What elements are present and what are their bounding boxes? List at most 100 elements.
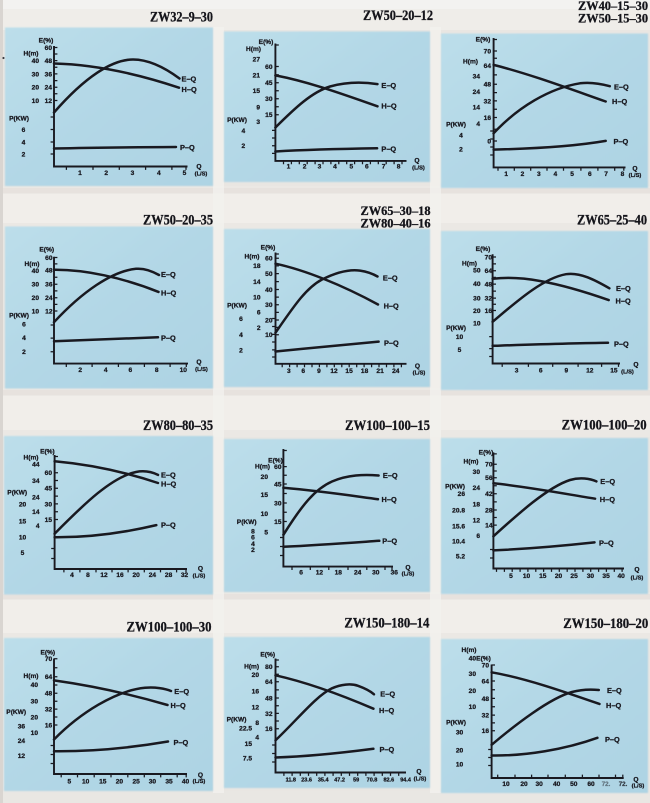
svg-text:11.8: 11.8 [286,778,296,784]
svg-text:3: 3 [131,170,135,177]
svg-text:44: 44 [32,462,40,469]
svg-text:20: 20 [19,501,27,508]
svg-text:2: 2 [241,143,245,150]
svg-text:15: 15 [274,519,282,526]
svg-text:60: 60 [45,255,53,262]
svg-text:22.5: 22.5 [239,726,252,733]
svg-text:2: 2 [22,349,26,356]
svg-text:48: 48 [45,268,53,275]
svg-text:20.8: 20.8 [452,508,465,515]
svg-text:ZW150–180–14: ZW150–180–14 [344,616,429,632]
svg-text:16: 16 [45,722,53,729]
svg-text:H–Q: H–Q [381,102,396,111]
svg-text:64: 64 [45,674,53,681]
svg-text:E(%): E(%) [260,651,275,658]
svg-text:P(KW): P(KW) [446,719,466,726]
svg-text:6: 6 [128,367,132,374]
svg-text:P(KW): P(KW) [7,489,27,496]
svg-text:24: 24 [392,368,400,375]
svg-text:24: 24 [354,570,362,577]
svg-text:5: 5 [21,550,25,557]
svg-text:15: 15 [261,492,269,499]
svg-text:E–Q: E–Q [600,477,615,486]
svg-text:H(m): H(m) [246,46,261,53]
svg-text:15: 15 [265,112,273,119]
svg-text:15: 15 [45,517,53,524]
svg-text:70: 70 [484,48,492,55]
svg-text:60: 60 [265,64,273,71]
svg-text:60: 60 [45,470,53,477]
svg-text:(L/S): (L/S) [632,784,645,790]
svg-text:72.: 72. [619,781,628,788]
svg-text:70: 70 [45,656,53,663]
svg-text:70: 70 [485,254,493,261]
svg-text:10: 10 [261,511,269,518]
svg-text:20: 20 [555,573,563,580]
svg-text:5: 5 [509,573,513,580]
svg-text:Q: Q [198,565,203,572]
svg-text:(L/S): (L/S) [195,171,208,177]
svg-text:30: 30 [372,570,380,577]
svg-text:9: 9 [317,368,321,375]
svg-text:16: 16 [485,308,493,315]
svg-text:4: 4 [157,170,161,177]
svg-text:H(m): H(m) [255,463,270,470]
svg-text:ZW80–40–16: ZW80–40–16 [361,216,431,231]
svg-text:30: 30 [469,671,477,678]
svg-text:10: 10 [456,762,464,769]
svg-text:P–Q: P–Q [599,539,614,548]
svg-text:30: 30 [149,778,157,785]
svg-text:E–Q: E–Q [614,83,629,92]
svg-text:10: 10 [31,730,39,737]
svg-text:48: 48 [485,282,493,289]
svg-text:28: 28 [165,572,173,579]
svg-text:18: 18 [473,502,481,509]
svg-text:70.8: 70.8 [367,778,378,784]
svg-text:E(%): E(%) [261,244,276,251]
svg-text:Q: Q [633,362,638,369]
svg-text:6: 6 [251,535,255,542]
svg-text:30: 30 [473,296,481,303]
svg-text:10: 10 [456,334,464,341]
svg-text:24: 24 [473,89,481,96]
svg-text:(L/S): (L/S) [412,166,425,172]
svg-text:H–Q: H–Q [600,495,615,504]
svg-text:E–Q: E–Q [161,270,176,279]
svg-text:H(m): H(m) [462,260,477,267]
svg-text:4: 4 [36,523,40,530]
svg-text:E–Q: E–Q [383,273,398,282]
svg-text:14: 14 [253,279,261,286]
svg-text:(L/S): (L/S) [193,573,206,579]
svg-text:4: 4 [255,734,259,741]
svg-text:Q: Q [196,164,201,171]
svg-text:36: 36 [391,570,399,577]
svg-text:60: 60 [274,464,282,471]
svg-text:10: 10 [502,781,510,788]
svg-text:H–Q: H–Q [171,701,186,710]
svg-text:50: 50 [473,268,481,275]
svg-text:3: 3 [287,368,291,375]
svg-text:P–Q: P–Q [180,143,195,152]
svg-text:6: 6 [22,127,26,134]
svg-text:10: 10 [32,308,40,315]
svg-text:80: 80 [265,664,273,671]
svg-text:15: 15 [245,741,253,748]
svg-text:E–Q: E–Q [381,81,396,90]
svg-text:H–Q: H–Q [379,706,394,715]
svg-text:6: 6 [365,164,369,171]
svg-text:82.6: 82.6 [383,778,394,784]
svg-text:15.6: 15.6 [452,523,465,530]
svg-text:36: 36 [45,71,53,78]
svg-text:50: 50 [570,781,578,788]
svg-text:10: 10 [473,320,481,327]
svg-text:5: 5 [458,347,462,354]
svg-text:48: 48 [45,691,53,698]
svg-text:34: 34 [473,73,481,80]
svg-text:24: 24 [45,85,53,92]
svg-text:5: 5 [183,170,187,177]
svg-text:Q: Q [633,777,638,784]
svg-text:5: 5 [570,171,574,178]
svg-text:48: 48 [482,696,490,703]
svg-text:E–Q: E–Q [174,687,189,696]
svg-text:15: 15 [99,778,107,785]
